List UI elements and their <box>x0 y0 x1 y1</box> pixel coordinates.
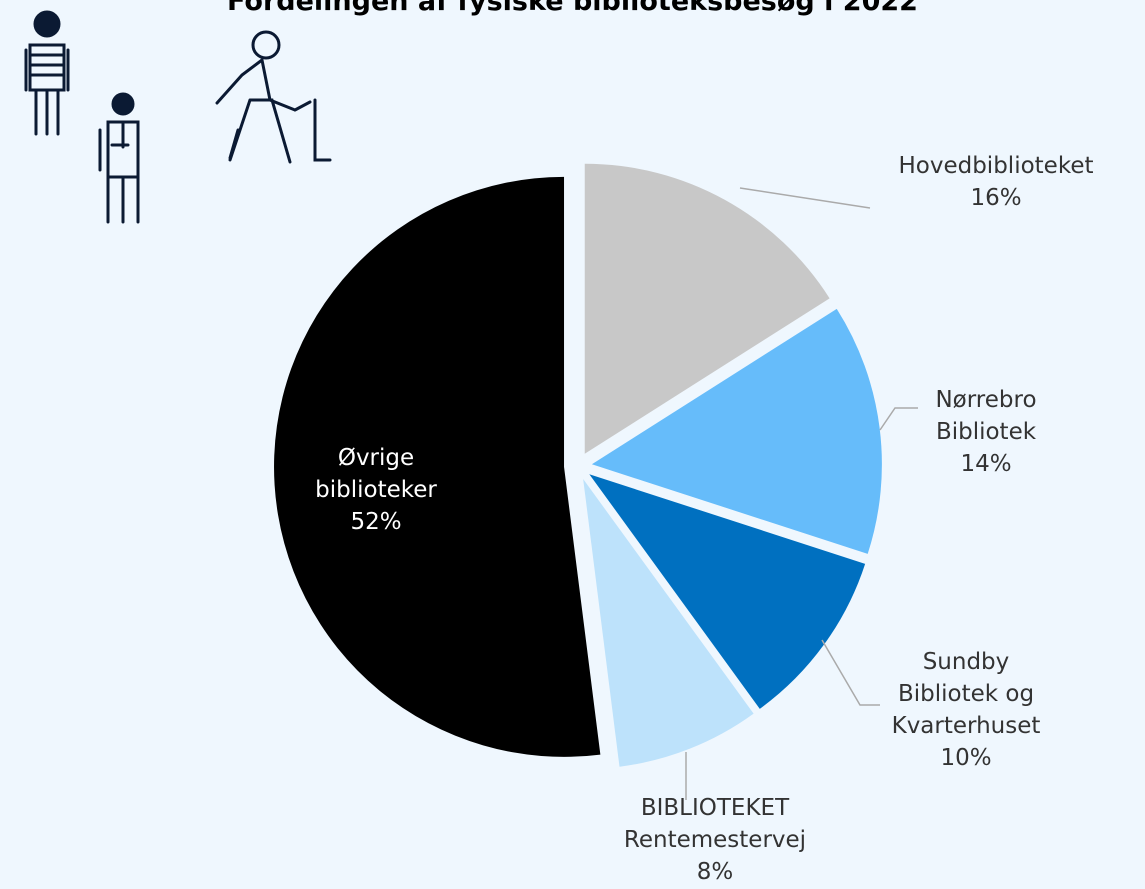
slice-value: 16% <box>970 185 1022 211</box>
slice-name: Sundby Bibliotek og Kvarterhuset <box>891 649 1041 739</box>
slice-label: BIBLIOTEKET Rentemestervej 8% <box>600 792 830 888</box>
slice-value: 52% <box>350 509 402 535</box>
slice-label: Hovedbiblioteket 16% <box>866 150 1126 214</box>
pie-slice <box>589 474 866 709</box>
slice-value: 8% <box>696 859 734 885</box>
slice-value: 10% <box>940 745 992 771</box>
slice-name: Nørrebro Bibliotek <box>935 387 1037 445</box>
pie-slice <box>584 163 830 454</box>
slice-name: Hovedbiblioteket <box>898 153 1094 179</box>
slice-label: Nørrebro Bibliotek 14% <box>901 384 1071 480</box>
people-icons <box>24 10 332 224</box>
pie-slice <box>583 479 754 767</box>
leader-line <box>821 639 880 706</box>
slice-label: Øvrige biblioteker 52% <box>291 442 461 538</box>
chart-title: Fordelingen af fysiske biblioteksbesøg i… <box>227 0 918 17</box>
slice-value: 14% <box>960 451 1012 477</box>
slice-name: Øvrige biblioteker <box>315 445 437 503</box>
pie-slice <box>591 308 882 554</box>
pie-slice <box>274 176 601 757</box>
leader-line <box>739 187 871 209</box>
leader-line <box>879 407 918 431</box>
slice-name: BIBLIOTEKET Rentemestervej <box>623 795 807 853</box>
slice-label: Sundby Bibliotek og Kvarterhuset 10% <box>881 646 1051 774</box>
